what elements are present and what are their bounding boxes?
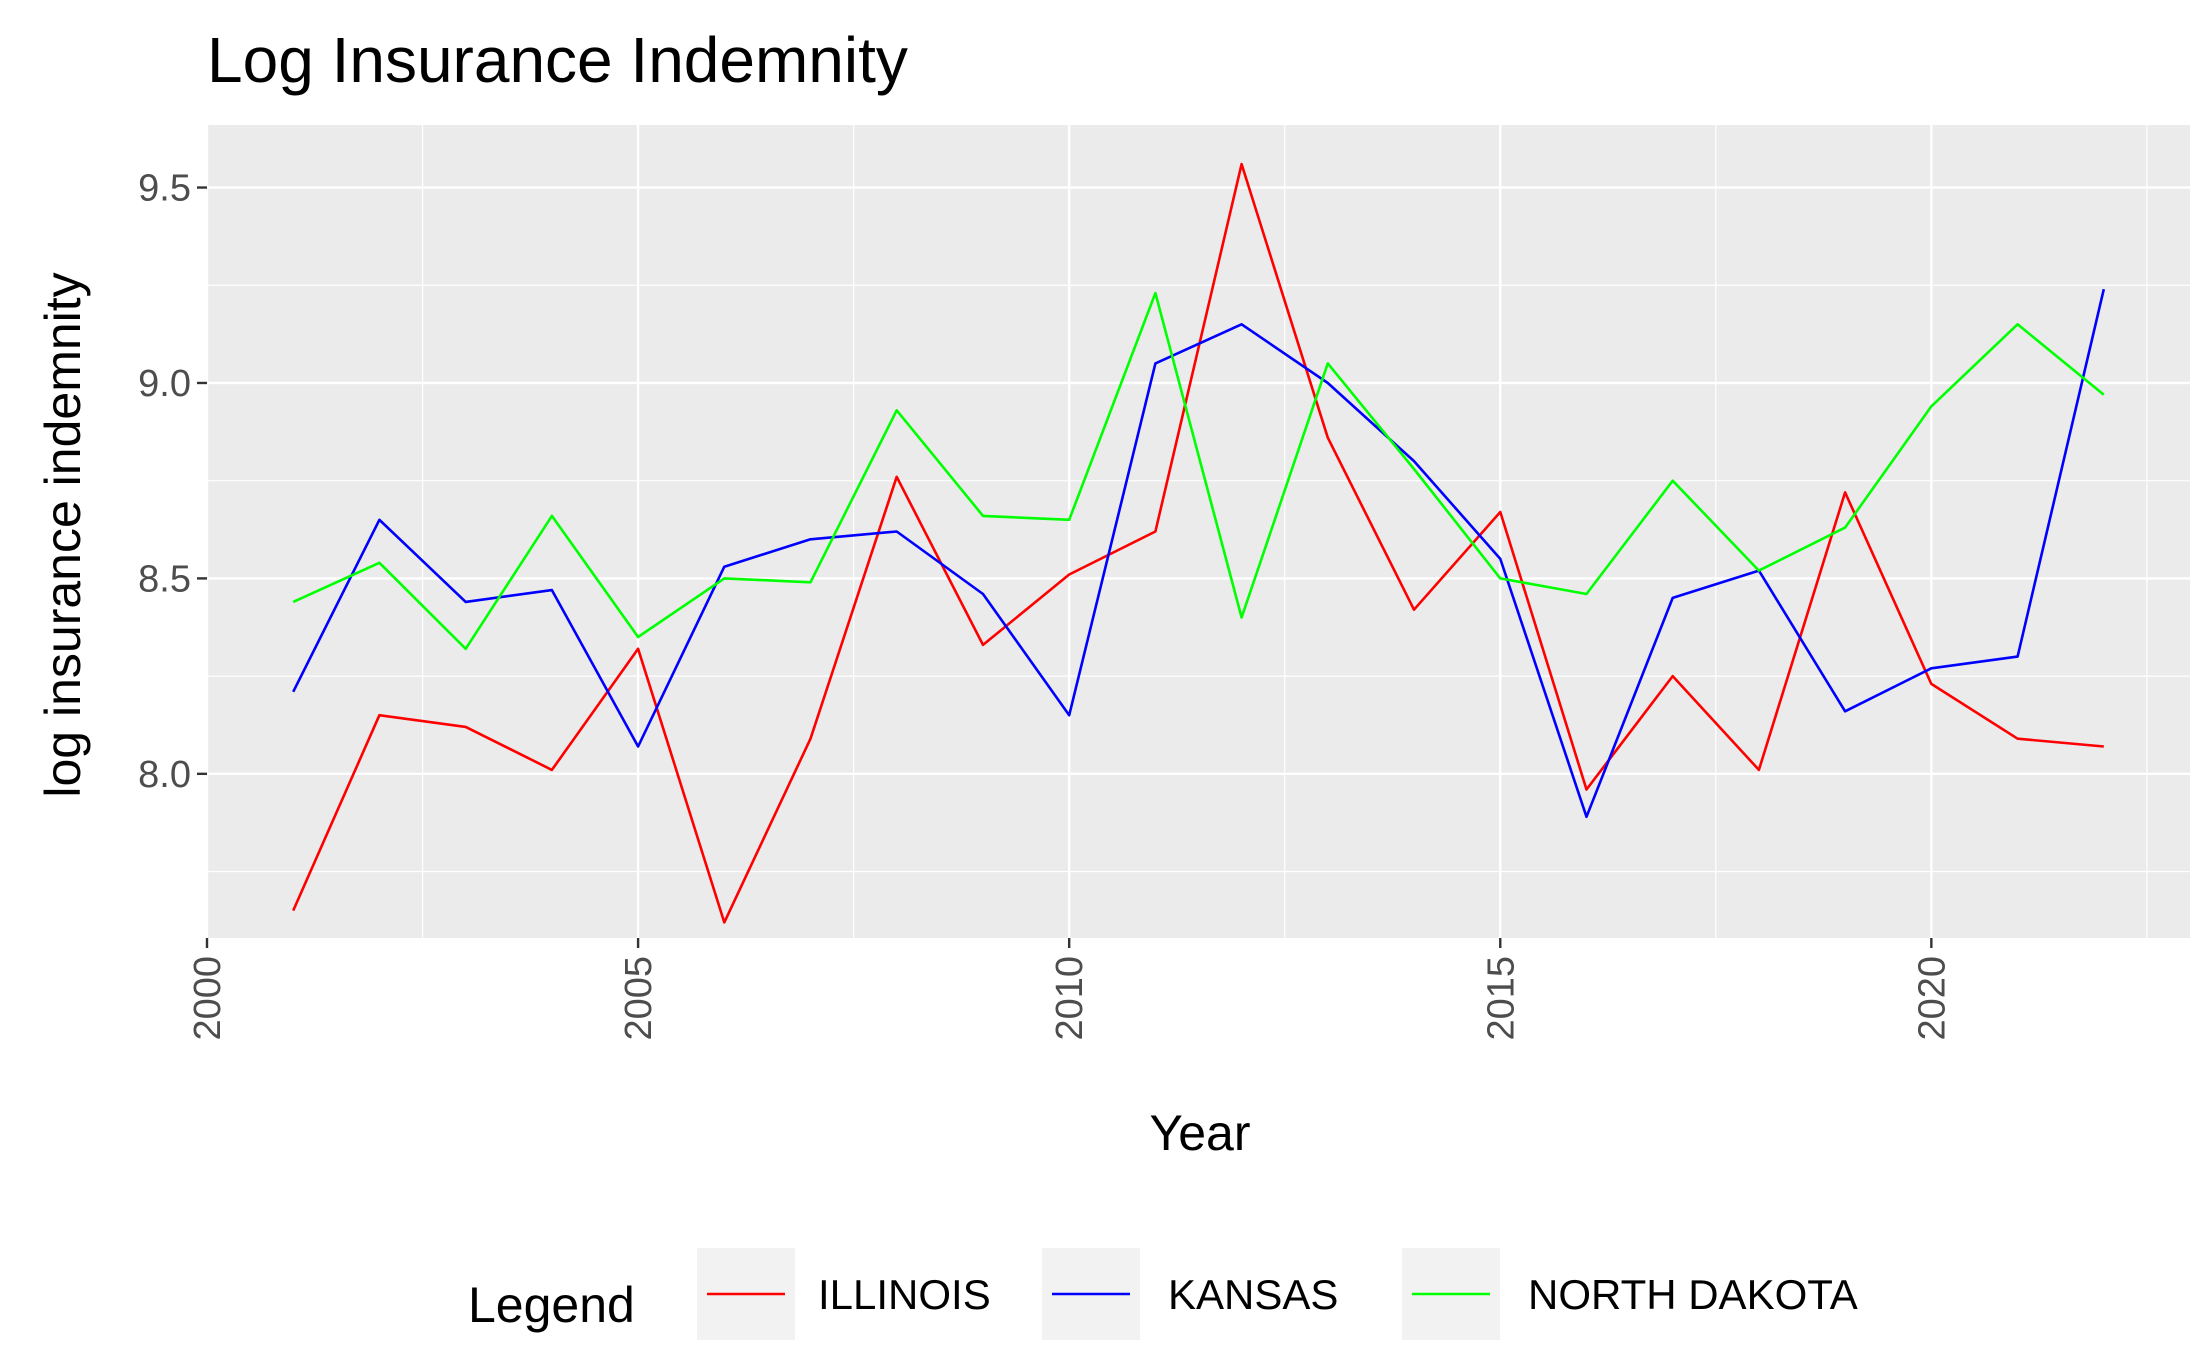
legend-title: Legend bbox=[468, 1277, 635, 1333]
x-tick-label: 2005 bbox=[618, 956, 660, 1041]
series-line-north-dakota bbox=[292, 291, 2105, 651]
y-tick-label: 8.0 bbox=[138, 754, 191, 796]
y-axis-title: log insurance indemnity bbox=[35, 272, 91, 797]
legend-label-kansas: KANSAS bbox=[1168, 1271, 1338, 1318]
y-tick-label: 9.0 bbox=[138, 363, 191, 405]
x-tick-label: 2020 bbox=[1911, 956, 1953, 1041]
y-tick-label: 8.5 bbox=[138, 558, 191, 600]
series-line-illinois bbox=[292, 162, 2104, 924]
legend-item-illinois: ILLINOIS bbox=[697, 1248, 991, 1340]
x-tick-label: 2000 bbox=[187, 956, 229, 1041]
legend-item-kansas: KANSAS bbox=[1042, 1248, 1338, 1340]
x-tick-label: 2015 bbox=[1480, 956, 1522, 1041]
plot-panel bbox=[207, 125, 2190, 938]
chart-title: Log Insurance Indemnity bbox=[207, 24, 908, 96]
x-axis-title: Year bbox=[1149, 1105, 1250, 1161]
legend: Legend ILLINOIS KANSAS NORTH DAKOTA bbox=[468, 1248, 1858, 1340]
legend-label-north-dakota: NORTH DAKOTA bbox=[1528, 1271, 1858, 1318]
y-tick-label: 9.5 bbox=[138, 168, 191, 210]
series-line-kansas bbox=[292, 288, 2106, 819]
grid-lines bbox=[205, 125, 2190, 938]
x-tick-label: 2010 bbox=[1049, 956, 1091, 1041]
axes: 2000 2005 2010 2015 2020 8.0 8.5 9.0 9.5 bbox=[138, 168, 1953, 1041]
legend-item-north-dakota: NORTH DAKOTA bbox=[1402, 1248, 1858, 1340]
series-lines bbox=[292, 162, 2106, 924]
legend-label-illinois: ILLINOIS bbox=[818, 1271, 991, 1318]
